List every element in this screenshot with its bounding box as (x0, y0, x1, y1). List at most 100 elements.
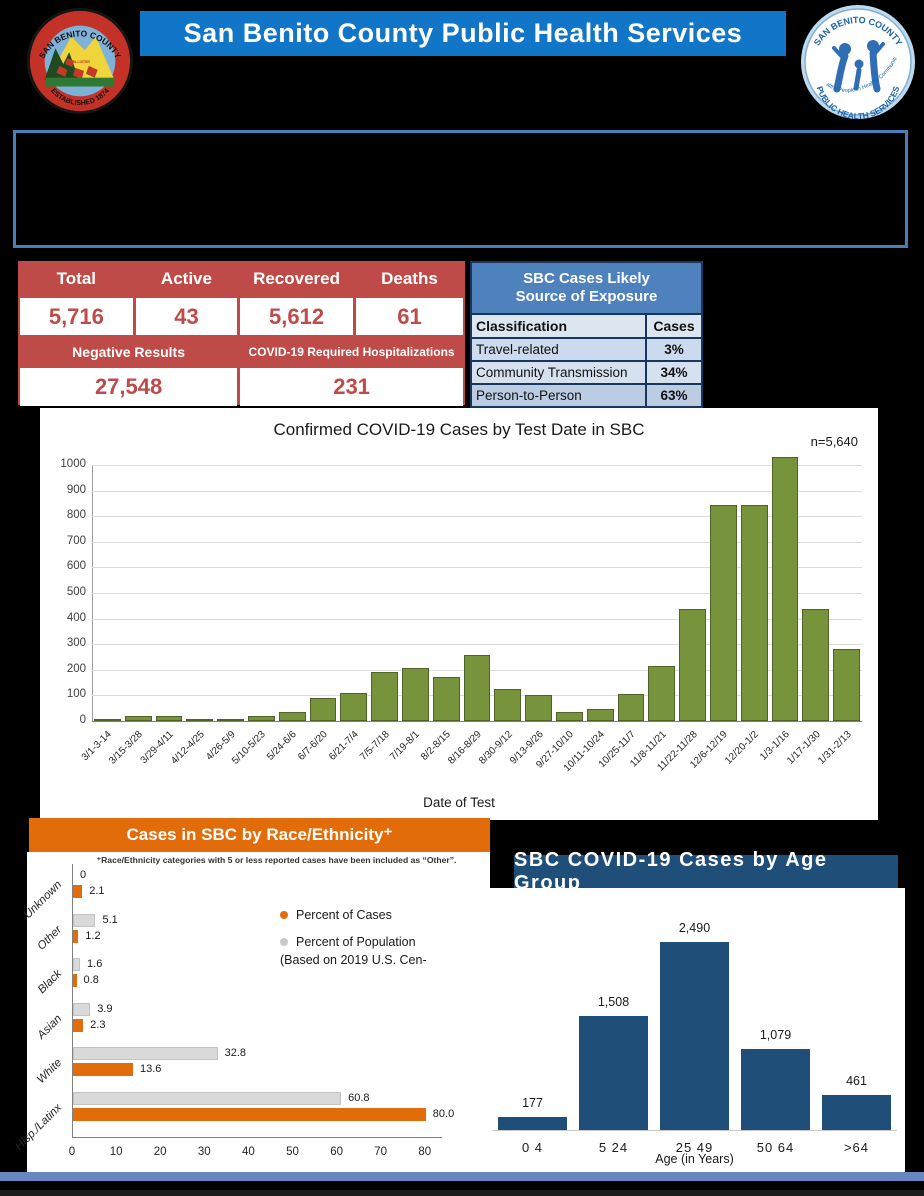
bar (741, 1048, 810, 1130)
gridline (92, 516, 862, 518)
exposure-row-label: Travel-related (476, 342, 559, 357)
population-value-label: 3.9 (97, 1002, 113, 1015)
age-chart: 177 0 4 1,508 5 24 2,490 25 49 1,079 50 64 461 >6… (484, 888, 905, 1172)
stat-header-deaths: Deaths (381, 269, 438, 288)
bar (660, 942, 729, 1130)
bar (710, 504, 737, 721)
gridline (92, 618, 862, 620)
bar (278, 712, 306, 721)
testdate-x-axis-title: Date of Test (423, 795, 495, 810)
legend-item-cases: Percent of Cases (280, 908, 427, 922)
gridline (92, 721, 862, 722)
bottom-edge-strip (0, 1190, 924, 1196)
exposure-table-title: SBC Cases Likely Source of Exposure (472, 263, 701, 313)
exposure-col-cases: Cases (645, 315, 701, 337)
exposure-row-value: 34% (645, 362, 701, 383)
exposure-col-classification: Classification (476, 318, 568, 334)
category-label: 5 24 (598, 1140, 629, 1155)
gridline (92, 593, 862, 594)
testdate-chart: Confirmed COVID-19 Cases by Test Date in… (40, 408, 878, 820)
bar (432, 676, 460, 721)
bar (586, 709, 614, 721)
bar (463, 655, 491, 721)
age-plot: 177 0 4 1,508 5 24 2,490 25 49 1,079 50 64 461 >6… (492, 892, 897, 1155)
legend-label: Percent of Cases (296, 908, 392, 922)
bar (498, 1116, 567, 1130)
value-label: 461 (846, 1074, 867, 1089)
stat-header-active: Active (160, 269, 212, 288)
value-label: 177 (522, 1095, 543, 1110)
bar (525, 695, 552, 721)
race-chart-footnote: ⁺Race/Ethnicity categories with 5 or les… (96, 855, 457, 865)
y-tick-label: 600 (66, 560, 86, 573)
x-axis (492, 1130, 897, 1131)
bar (648, 665, 676, 721)
y-tick-label: 300 (66, 637, 86, 650)
seal-center-text: HOLLISTER (70, 60, 90, 64)
y-tick-label: 700 (66, 534, 86, 547)
info-box (13, 130, 908, 248)
x-tick-label: 50 (286, 1146, 299, 1158)
age-chart-title: SBC COVID-19 Cases by Age Group (514, 849, 898, 894)
bar (679, 609, 706, 721)
population-value-label: 0 (80, 869, 87, 881)
bar (494, 689, 522, 721)
bar (822, 1095, 891, 1130)
stat-value-negative-results: 27,548 (20, 368, 238, 406)
bar (617, 694, 645, 721)
bar (740, 504, 768, 721)
population-legend-marker-icon (280, 938, 288, 946)
x-tick-label: 70 (374, 1146, 388, 1158)
bar (94, 719, 121, 721)
bar (340, 692, 368, 721)
population-value-label: 5.1 (102, 913, 118, 926)
testdate-plot: 0 100 200 300 400 500 600 700 800 900 1000 3/1-3-14… (60, 457, 862, 774)
category-label: 50 64 (756, 1140, 795, 1155)
page-title-text: San Benito County Public Health Services (183, 18, 743, 48)
value-label: 1,508 (597, 995, 630, 1010)
race-chart: ⁺Race/Ethnicity categories with 5 or les… (13, 852, 490, 1175)
public-health-services-logo: SAN BENITO COUNTY PUBLIC HEALTH SERVICES… (799, 4, 915, 120)
bar (802, 609, 830, 721)
gridline (92, 644, 862, 646)
case-stats-table: Total Active Recovered Deaths 5,716 43 5… (18, 261, 465, 406)
stat-header-hospitalizations: COVID-19 Required Hospitalizations (248, 344, 455, 359)
cases-value-label: 1.2 (85, 929, 101, 942)
cases-value-label: 2.3 (90, 1018, 106, 1031)
x-tick-label: 0 (68, 1146, 76, 1158)
bar (217, 718, 244, 721)
gridline (92, 465, 862, 466)
population-bar (73, 913, 96, 927)
stat-value-recovered: 5,612 (240, 298, 353, 335)
value-label: 2,490 (678, 921, 711, 935)
population-value-label: 1.6 (87, 958, 103, 970)
page-title: San Benito County Public Health Services (140, 11, 786, 56)
stat-header-recovered: Recovered (253, 269, 340, 288)
population-bar (73, 1047, 218, 1060)
race-legend: Percent of Cases Percent of Population (… (280, 908, 427, 967)
exposure-row-label: Person-to-Person (476, 388, 582, 403)
testdate-chart-title: Confirmed COVID-19 Cases by Test Date in… (273, 420, 645, 439)
category-label: 0 4 (521, 1140, 544, 1155)
stat-header-negative-results: Negative Results (72, 343, 185, 360)
stat-value-active: 43 (135, 298, 238, 335)
stat-value-deaths: 61 (355, 298, 463, 335)
x-tick-label: 1/31-2/13 (815, 729, 854, 767)
y-tick-label: 900 (66, 483, 86, 496)
x-tick-label: 30 (197, 1146, 211, 1158)
cases-value-label: 80.0 (432, 1107, 455, 1120)
exposure-row-value: 3% (645, 339, 701, 360)
exposure-title-line1: SBC Cases Likely (523, 270, 650, 287)
cases-value-label: 0.8 (83, 974, 99, 986)
bar (248, 716, 275, 721)
cases-bar (73, 974, 77, 987)
bar (402, 667, 429, 721)
exposure-title-line2: Source of Exposure (515, 288, 658, 305)
legend-label: (Based on 2019 U.S. Cen- (280, 953, 427, 967)
exposure-row-value: 63% (645, 385, 701, 406)
exposure-row-label: Community Transmission (476, 365, 628, 380)
legend-item-population: Percent of Population (280, 935, 427, 949)
x-tick-label: 20 (153, 1146, 167, 1158)
y-tick-label: 0 (79, 714, 86, 726)
y-axis (72, 864, 73, 1137)
